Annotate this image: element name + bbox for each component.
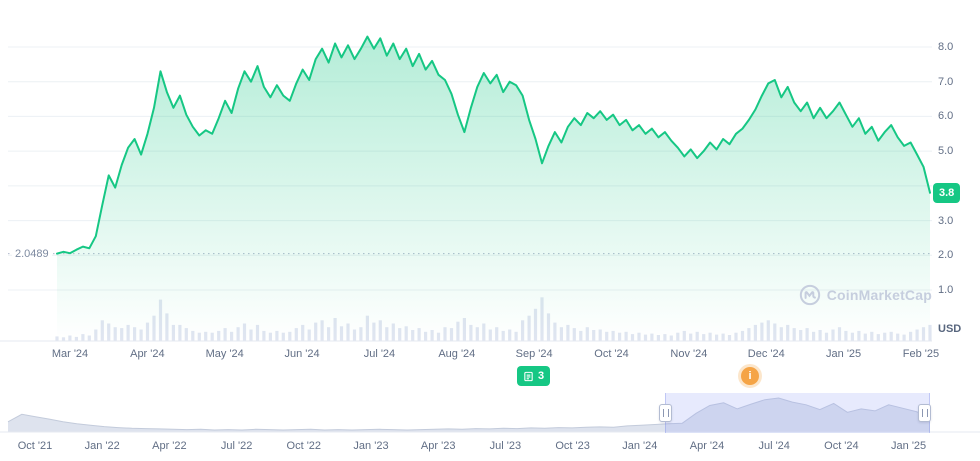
news-count: 3 [538,370,545,382]
navigator-tick-label: Oct '21 [17,440,53,452]
navigator-tick-label: Oct '24 [824,440,859,452]
y-tick-label: 3.0 [938,214,954,227]
y-axis-unit-label: USD [938,323,962,335]
navigator-tick-label: Jan '23 [353,440,389,452]
y-tick-label: 5.0 [938,145,954,158]
navigator-left-handle[interactable] [659,404,673,422]
navigator-axis: Oct '21 Jan '22 Apr '22 Jul '22 Oct '22 Jan '… [0,439,980,454]
navigator-tick-label: Oct '23 [555,440,590,452]
y-tick-label: 8.0 [938,41,954,53]
x-tick-label: Jul '24 [363,348,396,360]
navigator-right-handle[interactable] [918,404,931,422]
navigator-chart[interactable] [0,393,980,433]
coinmarketcap-watermark: CoinMarketCap [799,284,932,306]
navigator-tick-label: Oct '22 [286,440,322,452]
x-tick-label: Mar '24 [51,348,89,360]
x-tick-label: May '24 [205,348,244,360]
navigator-tick-label: Apr '24 [689,440,725,452]
y-tick-label: 6.0 [938,110,954,123]
navigator-tick-label: Jan '24 [622,440,658,452]
x-tick-label: Jun '24 [284,348,320,360]
timeline-navigator[interactable] [0,393,980,433]
navigator-selection[interactable] [665,393,930,433]
watermark-label: CoinMarketCap [826,287,932,303]
x-tick-label: Jan '25 [826,348,862,360]
y-tick-label: 1.0 [938,284,954,296]
handle-grip-icon [921,409,928,417]
min-price-annotation: 2.0489 [12,246,52,261]
navigator-tick-label: Jul '24 [758,440,790,452]
news-annotation-badge[interactable]: 3 [517,366,551,386]
x-tick-label: Aug '24 [438,348,476,360]
navigator-tick-label: Apr '22 [152,440,187,452]
x-axis: Mar '24 Apr '24 May '24 Jun '24 Jul '24 Aug '… [0,347,980,362]
x-tick-label: Oct '24 [594,348,629,360]
x-tick-label: Dec '24 [747,348,785,360]
navigator-tick-label: Jan '25 [891,440,927,452]
y-tick-label: 7.0 [938,75,954,88]
price-chart-plot[interactable] [0,0,980,345]
info-annotation-badge[interactable]: i [741,367,759,385]
x-tick-label: Feb '25 [902,348,940,360]
y-tick-label: 2.0 [938,249,954,262]
x-tick-label: Nov '24 [670,348,708,360]
navigator-tick-label: Jul '23 [489,440,522,452]
navigator-tick-label: Apr '23 [420,440,456,452]
news-icon [524,371,533,381]
current-price-badge: 3.8 [933,182,961,203]
handle-grip-icon [662,409,669,417]
coinmarketcap-logo-icon [799,284,820,306]
x-tick-label: Sep '24 [515,348,553,360]
navigator-tick-label: Jul '22 [220,440,253,452]
x-tick-label: Apr '24 [130,348,165,360]
navigator-tick-label: Jan '22 [84,440,120,452]
